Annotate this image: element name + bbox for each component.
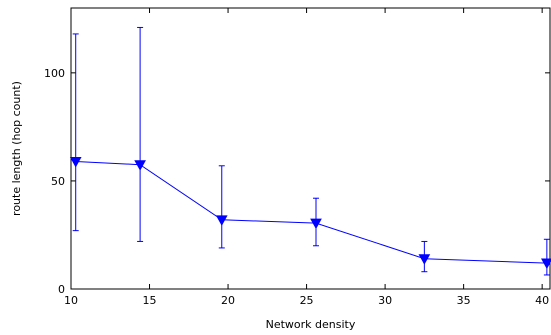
data-point-marker xyxy=(310,218,322,230)
plot-frame xyxy=(70,7,551,290)
x-tick-label: 10 xyxy=(64,294,78,307)
x-tick-label: 15 xyxy=(143,294,157,307)
data-series xyxy=(69,26,551,276)
x-tick-label: 20 xyxy=(221,294,235,307)
y-tick-label: 50 xyxy=(51,175,65,188)
data-point-marker xyxy=(541,258,551,270)
series-line xyxy=(75,161,547,264)
x-tick-label: 35 xyxy=(457,294,471,307)
x-tick-label: 30 xyxy=(378,294,392,307)
x-tick-label: 40 xyxy=(535,294,549,307)
x-tick-label: 25 xyxy=(300,294,314,307)
y-axis-label: route length (hop count) xyxy=(10,81,23,216)
data-point-marker xyxy=(134,160,146,171)
data-point-marker xyxy=(69,156,82,168)
axis-ticks: 10 15 20 25 30 35 40 0 50 100 xyxy=(44,8,550,307)
y-tick-label: 100 xyxy=(44,67,65,80)
data-point-marker xyxy=(215,215,228,226)
data-point-marker xyxy=(418,254,431,265)
x-axis-label: Network density xyxy=(266,318,356,331)
y-tick-label: 0 xyxy=(58,283,65,296)
